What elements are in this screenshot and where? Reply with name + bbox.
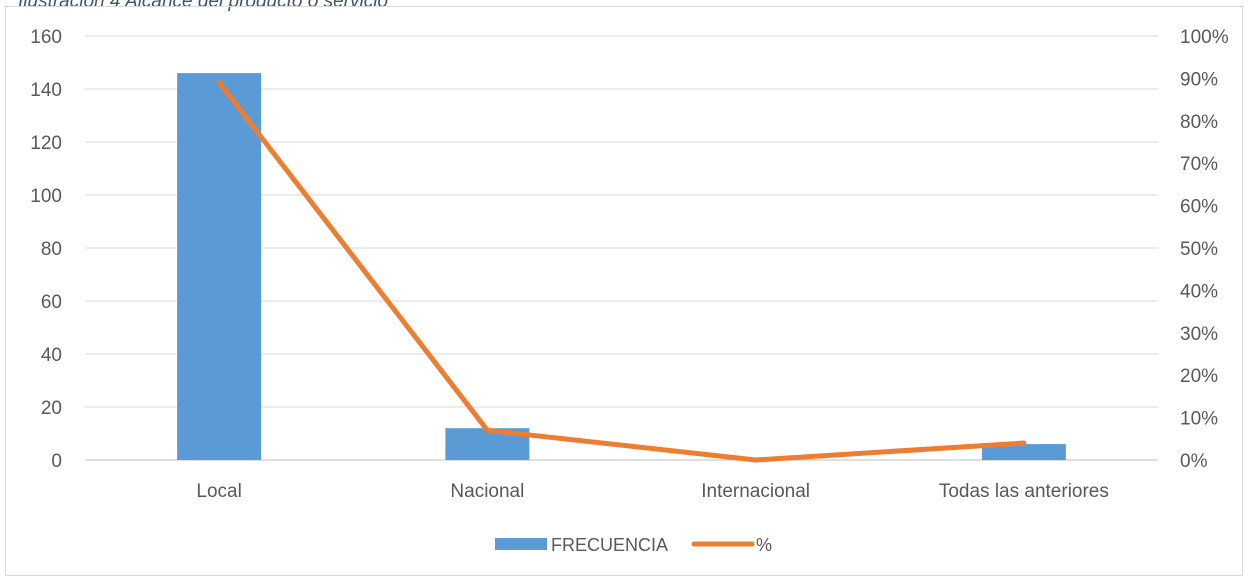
- legend-swatch-frecuencia: [495, 538, 547, 550]
- left-tick-label: 80: [41, 239, 62, 260]
- category-label: Internacional: [701, 481, 810, 502]
- bar: [981, 444, 1066, 460]
- bar: [177, 73, 262, 460]
- left-axis: 0 20 40 60 80 100 120 140 160: [30, 27, 62, 472]
- category-axis: Local Nacional Internacional Todas las ante…: [196, 481, 1108, 502]
- right-tick-label: 60%: [1180, 197, 1218, 218]
- category-label: Nacional: [450, 481, 524, 502]
- line-series: [216, 80, 1027, 463]
- right-tick-label: 20%: [1180, 366, 1218, 387]
- gridlines: [85, 35, 1158, 461]
- bar-series: [177, 73, 1066, 460]
- percent-line: [216, 80, 1027, 463]
- left-tick-label: 140: [30, 80, 62, 101]
- left-tick-label: 120: [30, 133, 62, 154]
- category-label: Local: [196, 481, 241, 502]
- legend-label-percent: %: [756, 535, 772, 555]
- right-tick-label: 30%: [1180, 324, 1218, 345]
- left-tick-label: 100: [30, 186, 62, 207]
- category-label: Todas las anteriores: [939, 481, 1109, 502]
- right-axis: 0% 10% 20% 30% 40% 50% 60% 70% 80% 90% 100%: [1180, 27, 1229, 472]
- right-tick-label: 0%: [1180, 451, 1208, 472]
- right-tick-label: 50%: [1180, 239, 1218, 260]
- right-tick-label: 40%: [1180, 281, 1218, 302]
- chart-frame: [5, 6, 1243, 576]
- left-tick-label: 40: [41, 345, 62, 366]
- left-tick-label: 0: [51, 451, 62, 472]
- right-tick-label: 100%: [1180, 27, 1229, 48]
- right-tick-label: 90%: [1180, 69, 1218, 90]
- right-tick-label: 10%: [1180, 409, 1218, 430]
- left-tick-label: 160: [30, 27, 62, 48]
- legend-label-frecuencia: FRECUENCIA: [551, 535, 668, 555]
- right-tick-label: 70%: [1180, 154, 1218, 175]
- legend: FRECUENCIA %: [495, 535, 772, 555]
- left-tick-label: 20: [41, 398, 62, 419]
- left-tick-label: 60: [41, 292, 62, 313]
- right-tick-label: 80%: [1180, 112, 1218, 133]
